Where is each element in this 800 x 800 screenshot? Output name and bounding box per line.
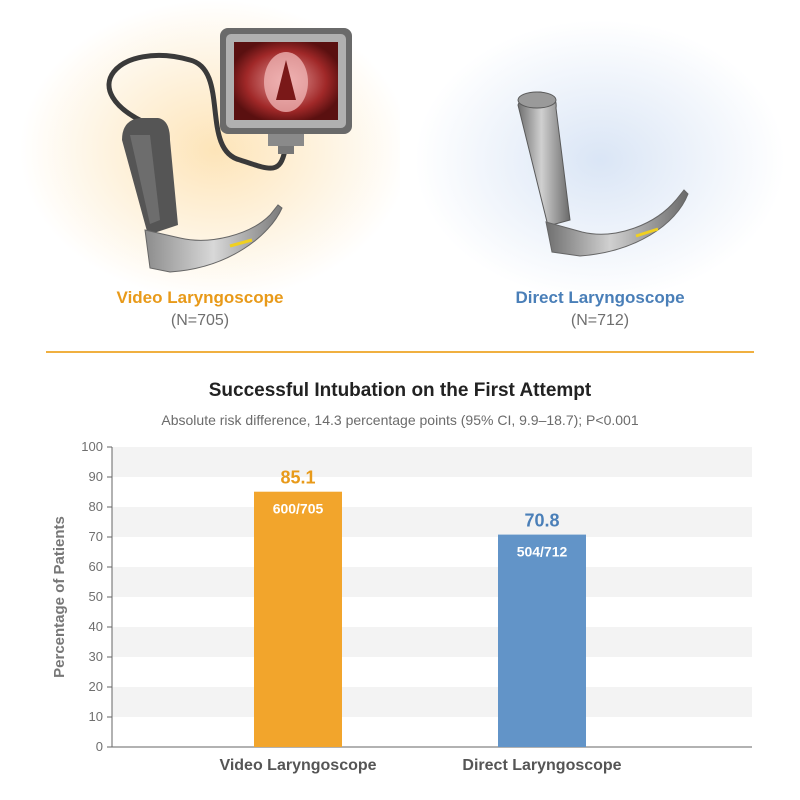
direct-device-n: (N=712) bbox=[570, 312, 630, 329]
grid-band bbox=[112, 567, 752, 597]
y-tick-label: 50 bbox=[89, 589, 103, 604]
grid-band bbox=[112, 627, 752, 657]
y-tick-label: 90 bbox=[89, 469, 103, 484]
y-axis-title: Percentage of Patients bbox=[51, 516, 68, 678]
y-tick-label: 80 bbox=[89, 499, 103, 514]
data-label: 70.8 bbox=[524, 511, 559, 531]
x-tick-label: Video Laryngoscope bbox=[219, 757, 376, 774]
direct-device-label: Direct Laryngoscope bbox=[515, 288, 685, 307]
bar bbox=[254, 491, 342, 747]
chart-subtitle: Absolute risk difference, 14.3 percentag… bbox=[161, 412, 639, 428]
fraction-label: 600/705 bbox=[273, 501, 324, 517]
fraction-label: 504/712 bbox=[517, 544, 568, 560]
y-tick-label: 40 bbox=[89, 619, 103, 634]
y-tick-label: 60 bbox=[89, 559, 103, 574]
y-tick-label: 70 bbox=[89, 529, 103, 544]
direct-laryngoscope-icon bbox=[415, 20, 785, 290]
video-device-label: Video Laryngoscope bbox=[116, 288, 284, 307]
grid-band bbox=[112, 507, 752, 537]
y-tick-label: 100 bbox=[81, 439, 103, 454]
grid-band bbox=[112, 447, 752, 477]
y-tick-label: 0 bbox=[96, 739, 103, 754]
direct-laryngoscope-panel: Direct Laryngoscope (N=712) bbox=[400, 0, 800, 340]
data-label: 85.1 bbox=[280, 468, 315, 488]
section-divider bbox=[46, 351, 754, 353]
video-laryngoscope-panel: Video Laryngoscope (N=705) bbox=[0, 0, 400, 340]
y-tick-label: 10 bbox=[89, 709, 103, 724]
video-laryngoscope-icon bbox=[20, 0, 400, 290]
y-tick-label: 30 bbox=[89, 649, 103, 664]
grid-band bbox=[112, 687, 752, 717]
chart-title: Successful Intubation on the First Attem… bbox=[208, 380, 592, 401]
video-device-n: (N=705) bbox=[170, 312, 230, 329]
x-tick-label: Direct Laryngoscope bbox=[462, 757, 621, 774]
y-tick-label: 20 bbox=[89, 679, 103, 694]
bar bbox=[498, 534, 586, 747]
